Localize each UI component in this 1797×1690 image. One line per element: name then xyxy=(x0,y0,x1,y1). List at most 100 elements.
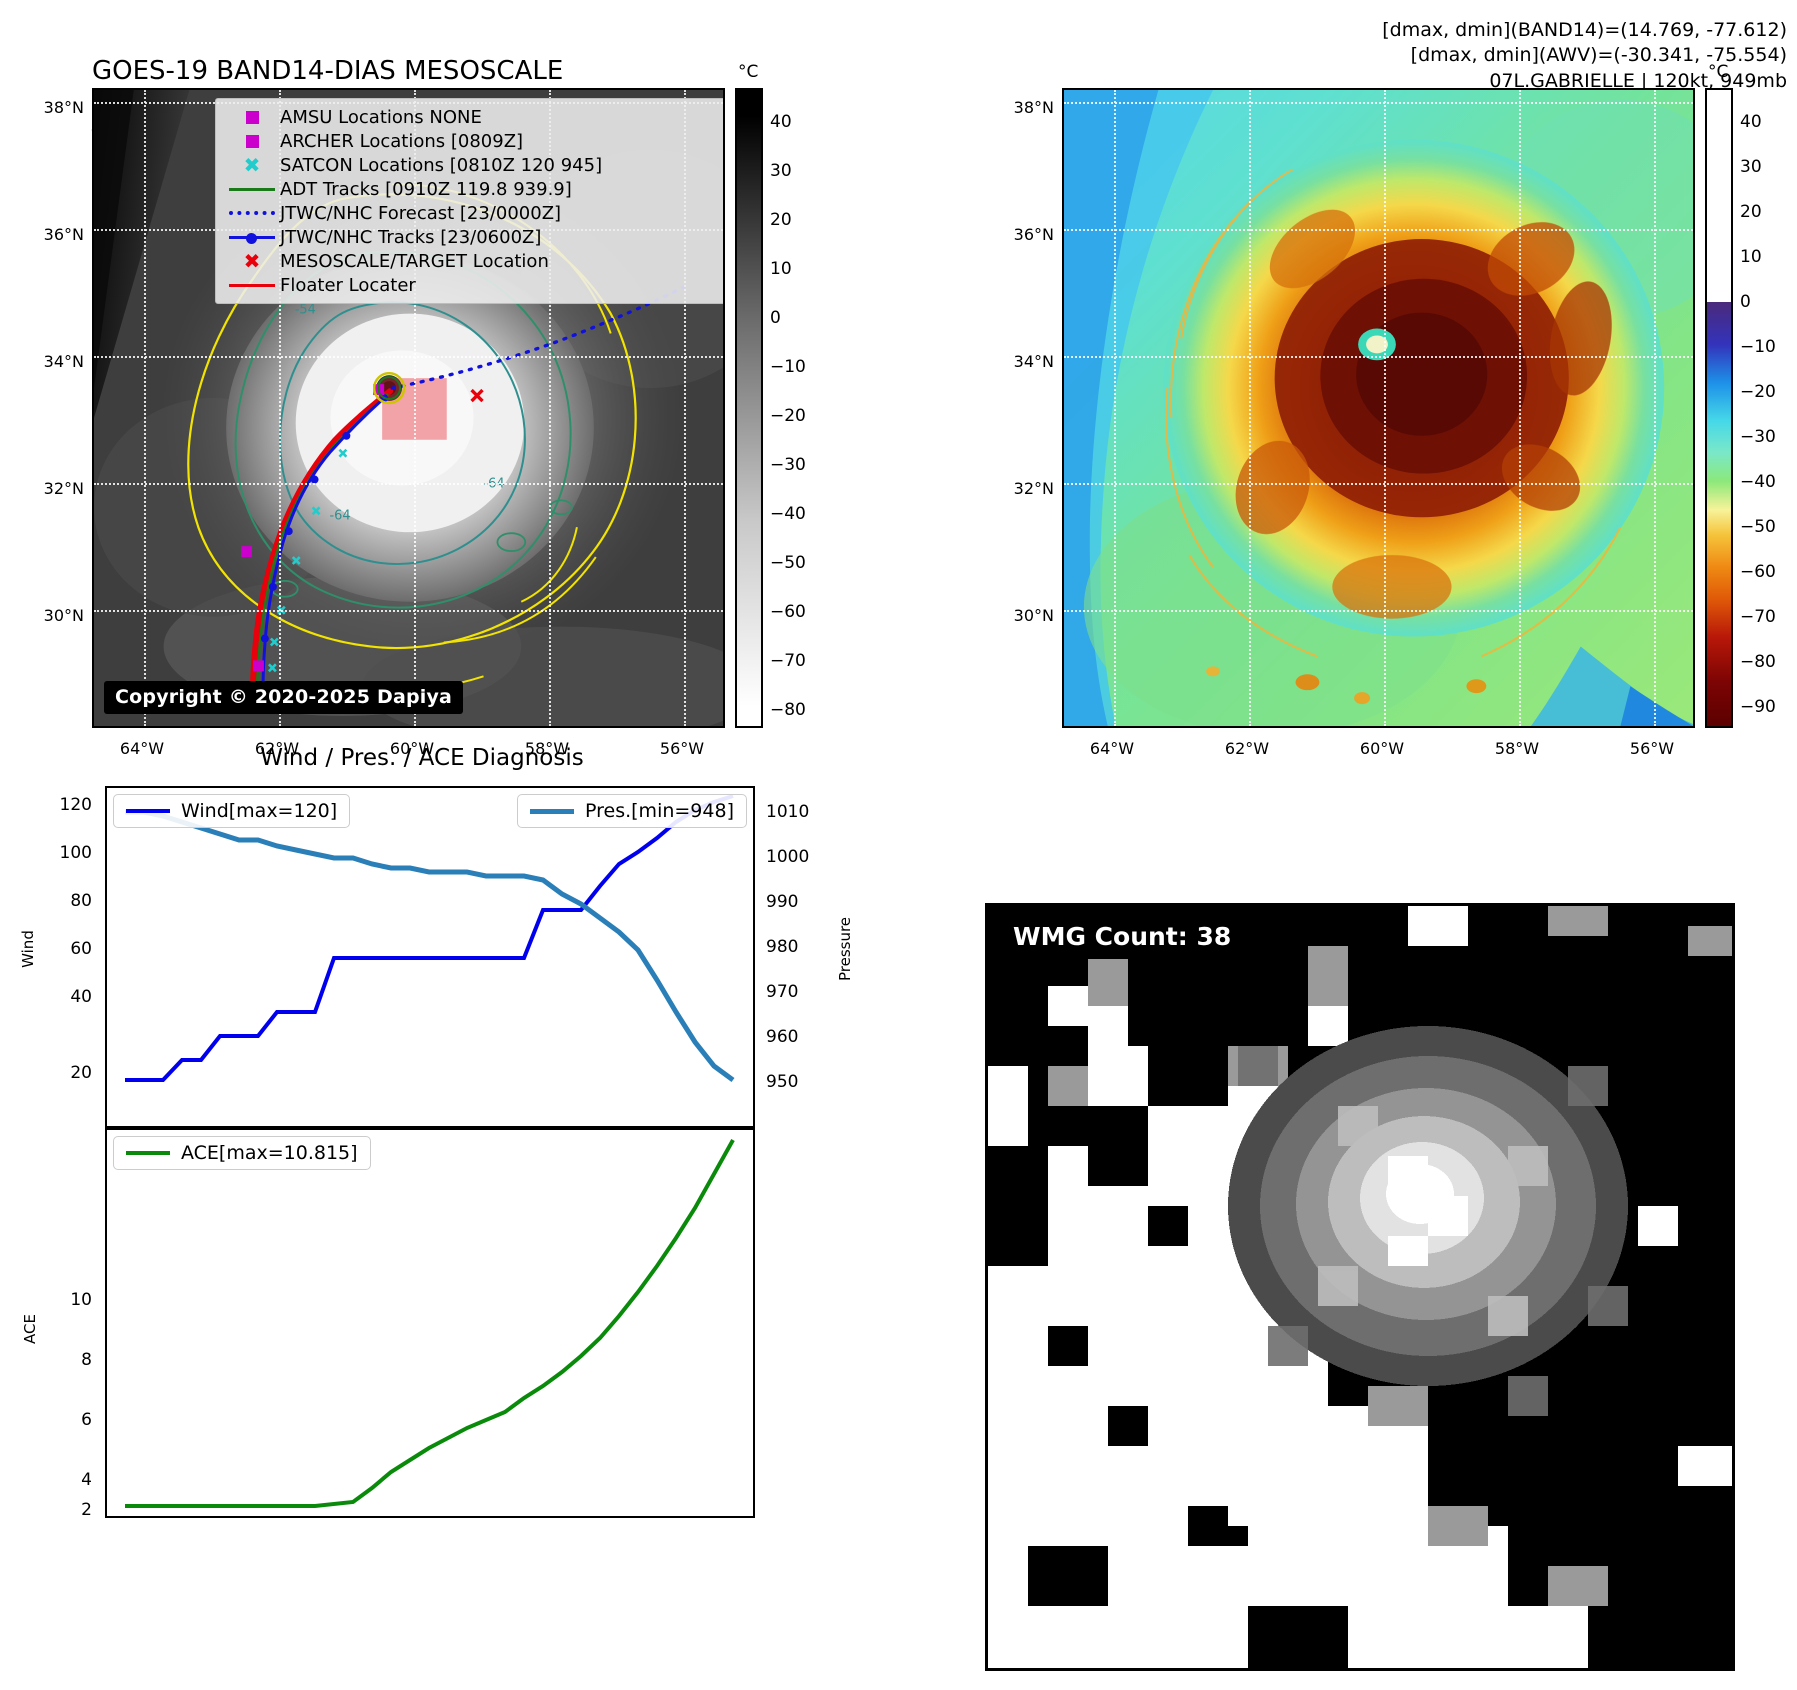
pres-tick-990: 990 xyxy=(766,892,799,912)
ace-legend: ACE[max=10.815] xyxy=(113,1136,371,1170)
wind-legend: Wind[max=120] xyxy=(113,794,351,828)
legend-label: ARCHER Locations [0809Z] xyxy=(280,130,524,152)
grid-line-lat-36 xyxy=(1064,229,1693,231)
pres-tick-960: 960 xyxy=(766,1027,799,1047)
ace-tick-8: 8 xyxy=(81,1350,92,1370)
wind-legend-label: Wind[max=120] xyxy=(181,800,338,822)
pres-tick-1010: 1010 xyxy=(766,802,810,822)
magenta-square-icon xyxy=(224,110,280,124)
ir-satellite-panel[interactable]: -54 -64 -64 xyxy=(92,88,725,728)
copyright-badge: Copyright © 2020-2025 Dapiya xyxy=(104,681,464,714)
ir-lon-tick-58: 58°W xyxy=(524,739,570,758)
awv-lat-tick-30: 30°N xyxy=(1013,606,1054,625)
green-line-icon xyxy=(224,187,280,191)
blue-dotted-line-icon xyxy=(224,211,280,215)
ace-tick-4: 4 xyxy=(81,1470,92,1490)
wind-tick-20: 20 xyxy=(70,1063,92,1083)
wmg-panel[interactable]: WMG Count: 38 xyxy=(985,903,1735,1671)
awv-cb-tick-m10: −10 xyxy=(1740,337,1776,357)
ace-tick-10: 10 xyxy=(70,1290,92,1310)
legend-item-archer: ARCHER Locations [0809Z] xyxy=(224,129,722,153)
grid-line-lon-62 xyxy=(1249,90,1251,726)
grid-line-lat-34 xyxy=(94,356,723,358)
wind-pressure-plot xyxy=(125,794,735,1083)
ir-cb-tick-m40: −40 xyxy=(770,504,806,524)
awv-lon-tick-56: 56°W xyxy=(1629,739,1675,758)
ir-cb-tick-20: 20 xyxy=(770,210,792,230)
legend-label: Floater Locater xyxy=(280,274,416,296)
ir-cb-tick-30: 30 xyxy=(770,161,792,181)
awv-lon-tick-62: 62°W xyxy=(1224,739,1270,758)
pres-tick-950: 950 xyxy=(766,1072,799,1092)
ir-cb-tick-m80: −80 xyxy=(770,700,806,720)
ace-tick-2: 2 xyxy=(81,1500,92,1520)
ir-lat-tick-30: 30°N xyxy=(43,606,84,625)
ace-chart[interactable]: ACE[max=10.815] xyxy=(105,1128,755,1518)
grid-line-lon-58 xyxy=(1519,90,1521,726)
ir-colorbar xyxy=(735,88,763,728)
ir-cb-tick-40: 40 xyxy=(770,112,792,132)
legend-item-amsu: AMSU Locations NONE xyxy=(224,105,722,129)
ir-cb-tick-m60: −60 xyxy=(770,602,806,622)
ir-cb-tick-0: 0 xyxy=(770,308,781,328)
awv-lat-tick-36: 36°N xyxy=(1013,225,1054,244)
awv-lat-tick-38: 38°N xyxy=(1013,98,1054,117)
awv-cb-tick-m60: −60 xyxy=(1740,562,1776,582)
legend-item-floater-locater: Floater Locater xyxy=(224,273,722,297)
grid-line-lon-56 xyxy=(684,90,686,726)
pressure-legend-label: Pres.[min=948] xyxy=(585,800,734,822)
storm-summary: 07L.GABRIELLE | 120kt, 949mb xyxy=(1489,69,1787,92)
ir-cb-tick-m20: −20 xyxy=(770,406,806,426)
grid-line-lon-62 xyxy=(279,90,281,726)
ace-line-icon xyxy=(126,1151,170,1155)
ir-lat-tick-38: 38°N xyxy=(43,98,84,117)
svg-text:-64: -64 xyxy=(329,508,350,523)
pres-tick-970: 970 xyxy=(766,982,799,1002)
ir-colorbar-unit: °C xyxy=(738,62,759,82)
pres-tick-980: 980 xyxy=(766,937,799,957)
legend-label: AMSU Locations NONE xyxy=(280,106,482,128)
legend-label: JTWC/NHC Tracks [23/0600Z] xyxy=(280,226,542,248)
awv-colorbar-unit: °C xyxy=(1708,62,1729,82)
awv-cb-tick-20: 20 xyxy=(1740,202,1762,222)
grid-line-lon-64 xyxy=(1114,90,1116,726)
grid-line-lat-32 xyxy=(94,483,723,485)
ace-legend-label: ACE[max=10.815] xyxy=(181,1142,358,1164)
wind-tick-40: 40 xyxy=(70,987,92,1007)
ir-map-legend: AMSU Locations NONE ARCHER Locations [08… xyxy=(215,98,723,304)
wind-pressure-chart[interactable]: Wind[max=120] Pres.[min=948] xyxy=(105,786,755,1128)
legend-label: MESOSCALE/TARGET Location xyxy=(280,250,549,272)
blue-marker-line-icon xyxy=(224,232,280,244)
wind-tick-80: 80 xyxy=(70,891,92,911)
awv-lat-tick-34: 34°N xyxy=(1013,352,1054,371)
red-line-icon xyxy=(224,283,280,287)
svg-text:-54: -54 xyxy=(295,303,316,318)
awv-lat-tick-32: 32°N xyxy=(1013,479,1054,498)
ace-tick-6: 6 xyxy=(81,1410,92,1430)
pressure-legend: Pres.[min=948] xyxy=(517,794,747,828)
awv-satellite-panel[interactable] xyxy=(1062,88,1695,728)
legend-label: ADT Tracks [0910Z 119.8 939.9] xyxy=(280,178,572,200)
legend-item-jtwc-forecast: JTWC/NHC Forecast [23/0000Z] xyxy=(224,201,722,225)
ir-cb-tick-m50: −50 xyxy=(770,553,806,573)
legend-item-satcon: ✖ SATCON Locations [0810Z 120 945] xyxy=(224,153,722,177)
pres-tick-1000: 1000 xyxy=(766,847,810,867)
ir-cb-tick-m70: −70 xyxy=(770,651,806,671)
awv-cb-tick-m50: −50 xyxy=(1740,517,1776,537)
ir-lat-tick-36: 36°N xyxy=(43,225,84,244)
awv-lon-tick-60: 60°W xyxy=(1359,739,1405,758)
wind-axis-label: Wind xyxy=(19,930,37,968)
ir-lat-tick-32: 32°N xyxy=(43,479,84,498)
awv-lon-tick-64: 64°W xyxy=(1089,739,1135,758)
legend-label: SATCON Locations [0810Z 120 945] xyxy=(280,154,603,176)
awv-cb-tick-m30: −30 xyxy=(1740,427,1776,447)
title-line-1: GOES-19 BAND14-DIAS MESOSCALE xyxy=(92,56,564,87)
stat-band14: [dmax, dmin](BAND14)=(14.769, -77.612) xyxy=(1382,19,1787,41)
ir-cb-tick-m30: −30 xyxy=(770,455,806,475)
ir-lon-tick-60: 60°W xyxy=(389,739,435,758)
stat-awv: [dmax, dmin](AWV)=(-30.341, -75.554) xyxy=(1410,44,1787,67)
grid-line-lon-60 xyxy=(1384,90,1386,726)
wind-line-icon xyxy=(126,809,170,813)
grid-line-lat-30 xyxy=(94,610,723,612)
header-stats: [dmax, dmin](BAND14)=(14.769, -77.612) [… xyxy=(1087,18,1787,94)
